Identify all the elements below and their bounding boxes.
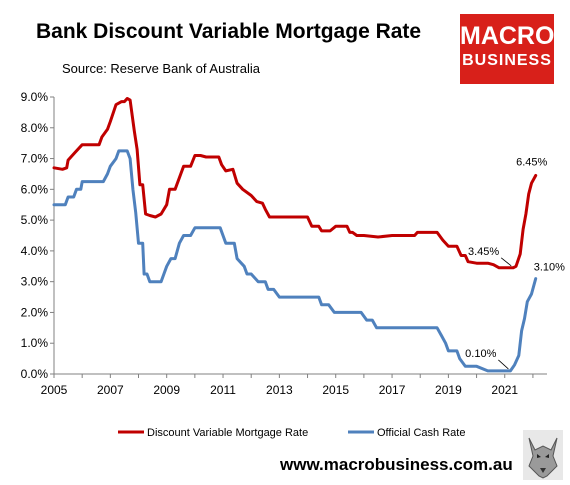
x-tick-label: 2013 — [266, 383, 293, 397]
x-tick-label: 2005 — [41, 383, 68, 397]
website-url: www.macrobusiness.com.au — [280, 455, 513, 474]
y-tick-label: 8.0% — [21, 121, 49, 135]
annotation-label: 6.45% — [516, 156, 547, 168]
annotation-label: 3.10% — [534, 262, 565, 274]
legend-label: Official Cash Rate — [377, 427, 465, 439]
y-tick-label: 0.0% — [21, 367, 49, 381]
y-tick-label: 7.0% — [21, 152, 49, 166]
chart-source: Source: Reserve Bank of Australia — [62, 61, 260, 76]
x-tick-label: 2019 — [435, 383, 462, 397]
chart-series — [52, 97, 538, 373]
chart-title: Bank Discount Variable Mortgage Rate — [36, 20, 422, 43]
x-tick-label: 2007 — [97, 383, 124, 397]
series-line-mortgage-rate — [52, 97, 538, 270]
chart-annotations: 6.45% 3.45% 3.10% 0.10% — [465, 156, 565, 370]
annotation-leader — [500, 257, 512, 267]
y-tick-label: 2.0% — [21, 305, 49, 319]
logo-line-2: BUSINESS — [462, 52, 552, 69]
y-tick-label: 5.0% — [21, 213, 49, 227]
x-tick-label: 2009 — [153, 383, 180, 397]
x-tick-label: 2011 — [210, 383, 236, 397]
y-tick-label: 4.0% — [21, 244, 49, 258]
macrobusiness-logo: MACRO BUSINESS — [460, 14, 554, 84]
y-tick-label: 1.0% — [21, 336, 49, 350]
x-tick-label: 2021 — [491, 383, 518, 397]
chart-axes: 0.0% 1.0% 2.0% 3.0% 4.0% 5.0% 6.0% 7.0% 8.0% 9.0%… — [21, 90, 547, 397]
logo-line-1: MACRO — [460, 22, 555, 50]
annotation-label: 3.45% — [468, 246, 499, 258]
y-tick-label: 6.0% — [21, 182, 49, 196]
y-tick-label: 3.0% — [21, 275, 49, 289]
x-tick-label: 2017 — [379, 383, 406, 397]
annotation-leader — [498, 359, 509, 370]
series-line-cash-rate — [52, 149, 538, 373]
legend-label: Discount Variable Mortgage Rate — [147, 427, 308, 439]
x-tick-label: 2015 — [322, 383, 349, 397]
chart-legend: Discount Variable Mortgage Rate Official … — [118, 427, 465, 439]
line-chart: 0.0% 1.0% 2.0% 3.0% 4.0% 5.0% 6.0% 7.0% 8.0% 9.0%… — [21, 90, 566, 439]
annotation-label: 0.10% — [465, 348, 496, 360]
y-tick-label: 9.0% — [21, 90, 49, 104]
wolf-mascot-icon — [523, 430, 563, 480]
